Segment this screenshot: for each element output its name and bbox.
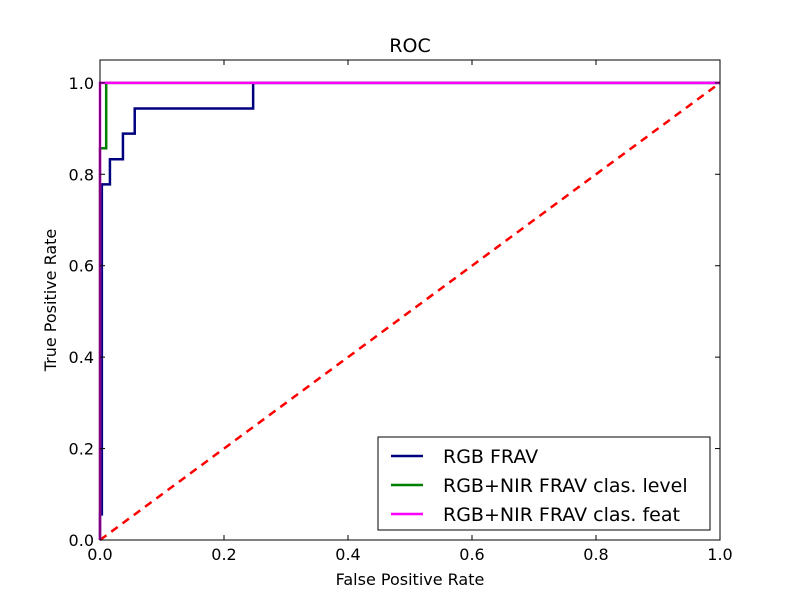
x-tick-label: 0.6 — [459, 545, 484, 564]
legend-label: RGB FRAV — [443, 446, 538, 468]
x-tick-label: 0.4 — [335, 545, 360, 564]
x-axis: 0.0 0.2 0.4 0.6 0.8 1.0 — [87, 60, 733, 564]
chart-title: ROC — [389, 35, 430, 57]
y-tick-label: 0.8 — [69, 165, 94, 184]
legend-label: RGB+NIR FRAV clas. level — [443, 475, 688, 497]
x-tick-label: 0.8 — [583, 545, 608, 564]
y-tick-label: 1.0 — [69, 74, 94, 93]
y-tick-label: 0.0 — [69, 531, 94, 550]
legend-box — [377, 436, 711, 531]
x-tick-label: 0.0 — [87, 545, 112, 564]
reference-layer — [99, 81, 721, 542]
y-tick-label: 0.6 — [69, 257, 94, 276]
legend-label: RGB+NIR FRAV clas. feat — [443, 504, 680, 526]
y-tick-label: 0.2 — [69, 440, 94, 459]
x-tick-label: 0.2 — [211, 545, 236, 564]
series-line-0 — [98, 81, 720, 540]
y-axis: 0.0 0.2 0.4 0.6 0.8 1.0 — [69, 74, 720, 550]
plot-border — [99, 59, 721, 541]
legend: RGB FRAV RGB+NIR FRAV clas. level RGB+NIR … — [377, 436, 711, 531]
y-tick-label: 0.4 — [69, 348, 94, 367]
x-axis-label: False Positive Rate — [336, 570, 485, 589]
y-axis-label: True Positive Rate — [41, 229, 60, 373]
x-tick-label: 1.0 — [707, 545, 732, 564]
chance-line — [99, 81, 721, 542]
legend-items: RGB FRAV RGB+NIR FRAV clas. level RGB+NIR … — [391, 446, 688, 526]
